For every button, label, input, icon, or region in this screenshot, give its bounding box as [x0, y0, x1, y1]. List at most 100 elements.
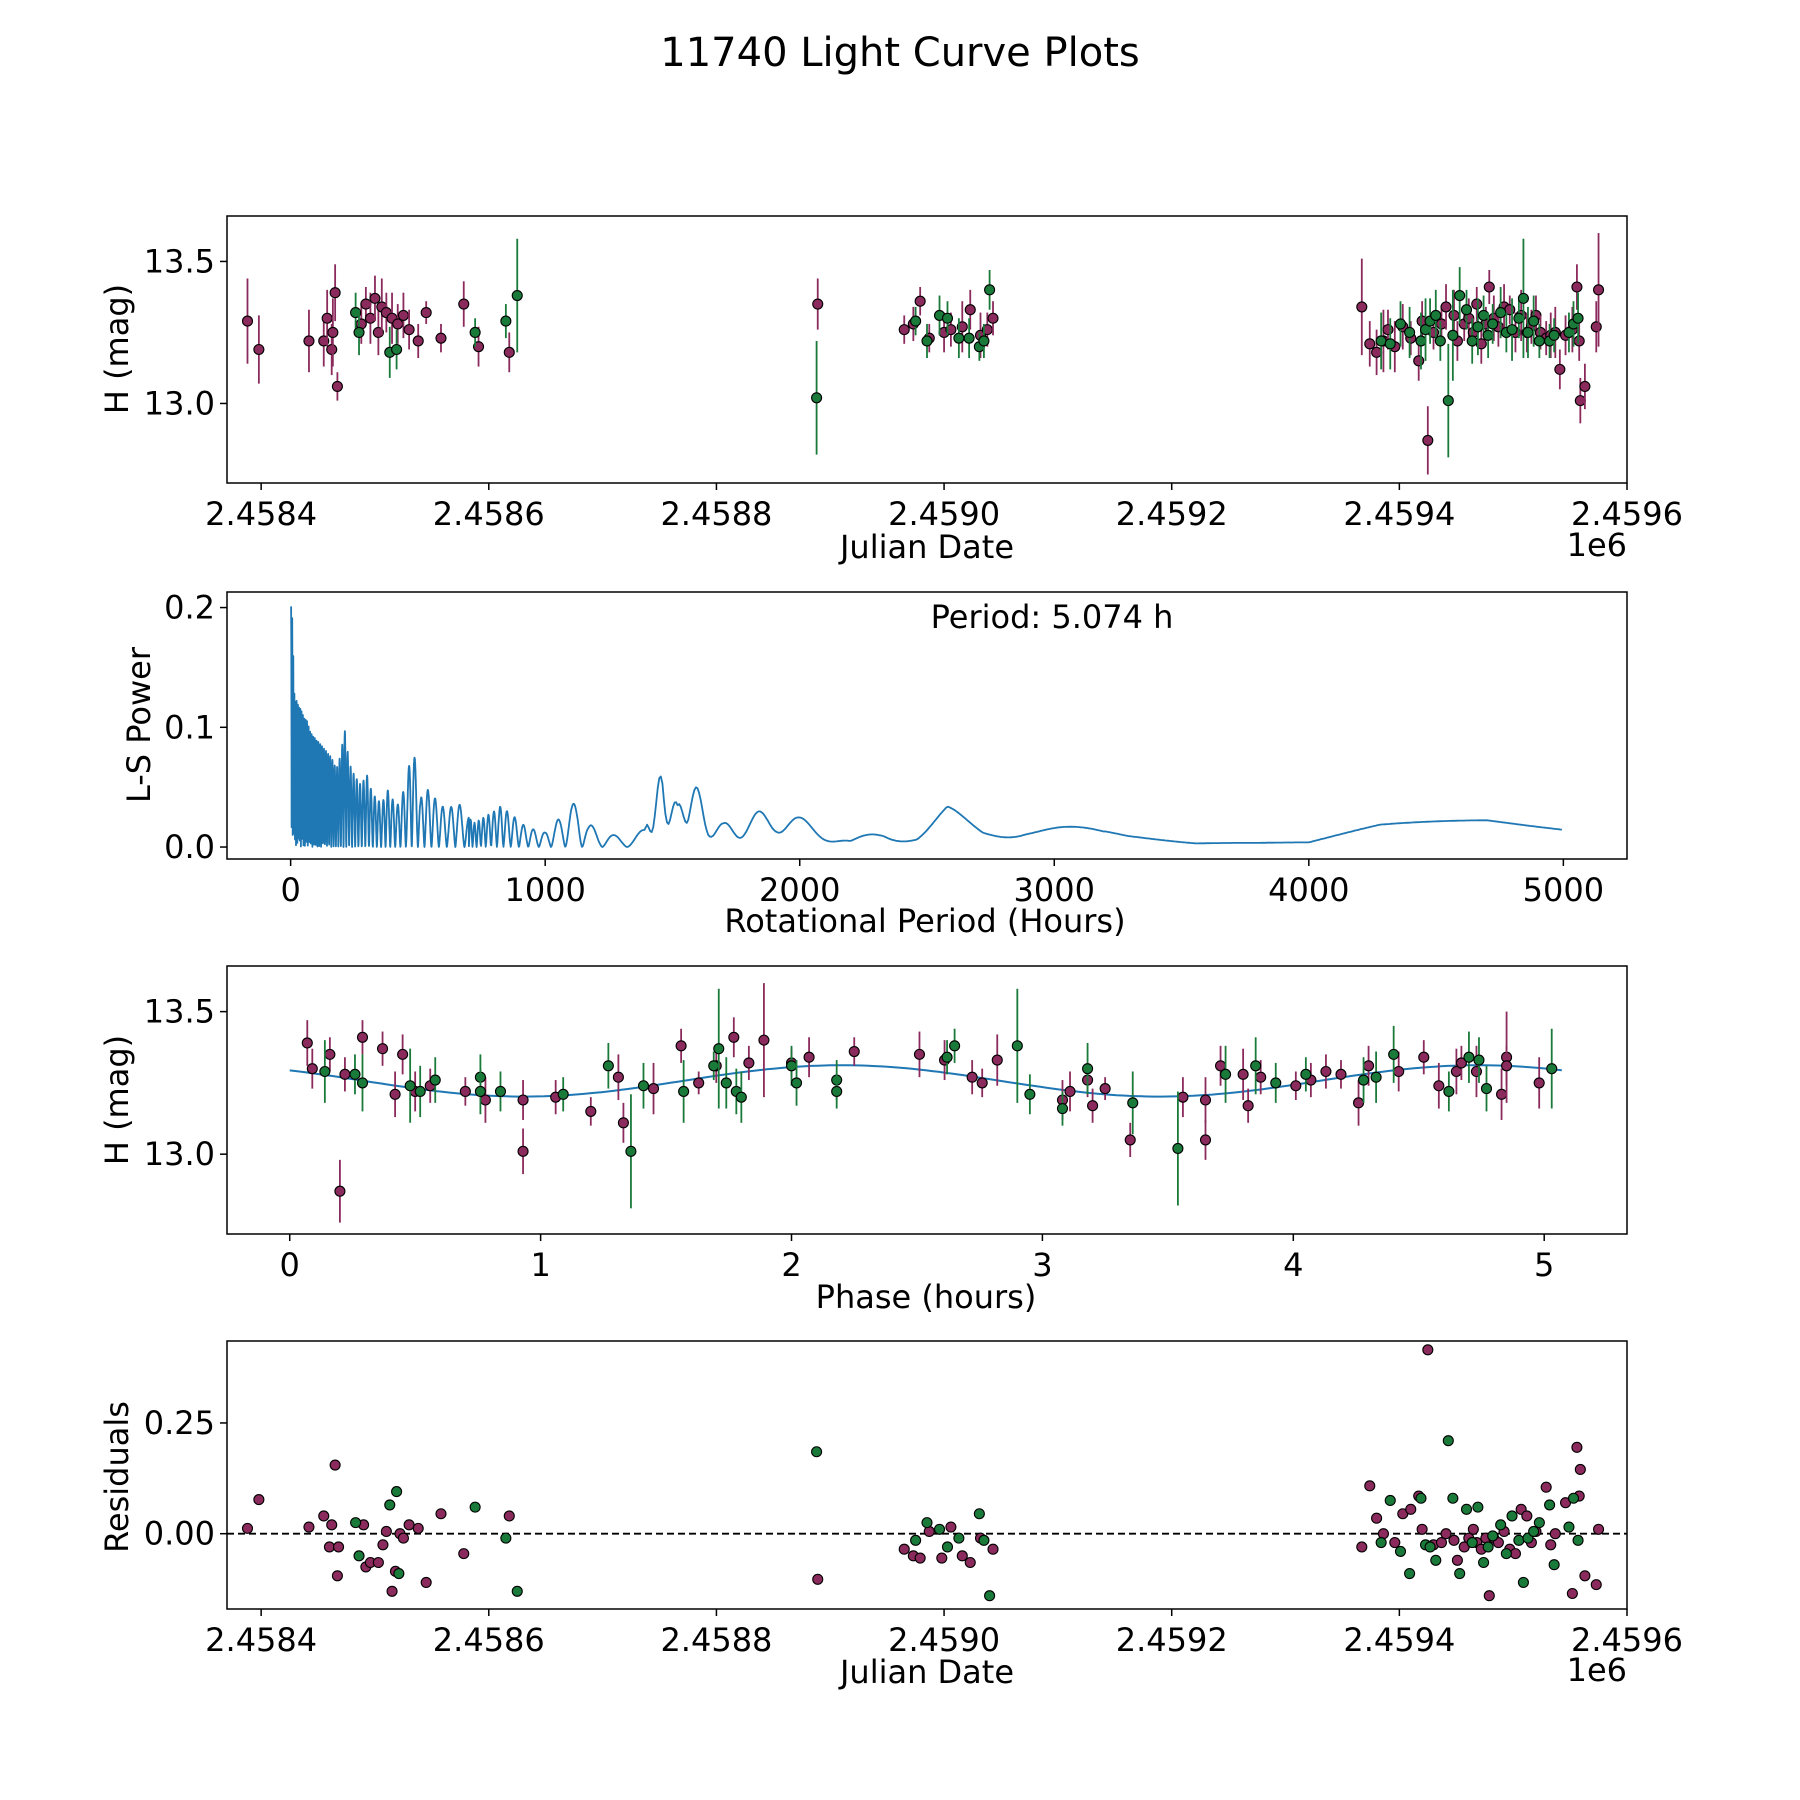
phase-folded-data-point: [356, 1077, 369, 1089]
residuals-data-point: [253, 1494, 265, 1506]
light-curve-data-point: [1483, 281, 1495, 293]
light-curve-data-point: [921, 335, 933, 347]
light-curve-data-point: [1573, 335, 1585, 347]
phase-folded-x-tick-label: 1: [530, 1246, 550, 1284]
residuals-data-point: [1567, 1492, 1580, 1504]
light-curve-marks: [241, 233, 1605, 475]
residuals-data-point: [1375, 1537, 1387, 1549]
periodogram-y-axis-label: L-S Power: [120, 646, 158, 803]
residuals-data-point: [397, 1532, 409, 1544]
light-curve-data-point: [469, 326, 481, 339]
phase-folded-data-point: [1418, 1051, 1430, 1063]
residuals-data-point: [332, 1541, 345, 1553]
light-curve-data-point: [984, 284, 996, 296]
light-curve-data-point: [1471, 298, 1483, 310]
residuals-data-point: [393, 1568, 405, 1580]
phase-folded-data-point: [339, 1068, 351, 1080]
light-curve-data-point: [1533, 335, 1545, 347]
phase-folded-data-point: [1300, 1068, 1312, 1080]
phase-folded-data-point: [1433, 1080, 1445, 1092]
phase-folded-data-point: [831, 1085, 843, 1097]
residuals-x-tick-label: 2.4590: [888, 1621, 1000, 1659]
light-curve-data-point: [403, 324, 415, 336]
phase-folded-data-point: [1546, 1063, 1558, 1075]
residuals-data-point: [984, 1590, 996, 1602]
residuals-marks: [227, 1344, 1627, 1602]
panel-residuals: 2.4584 2.4586 2.4588 2.4590 2.4592 2.4594 2.45…: [98, 1340, 1683, 1691]
phase-folded-data-point: [1270, 1077, 1282, 1089]
residuals-data-point: [1472, 1501, 1484, 1513]
residuals-data-point: [1563, 1521, 1575, 1533]
residuals-data-point: [1404, 1568, 1416, 1580]
light-curve-data-point: [318, 335, 330, 347]
residuals-data-point: [910, 1534, 922, 1546]
light-curve-data-point: [303, 335, 315, 347]
light-curve-data-point: [1448, 309, 1460, 321]
phase-folded-x-tick-label: 0: [280, 1246, 300, 1284]
light-curve-data-point: [945, 324, 957, 336]
residuals-data-point: [420, 1576, 432, 1588]
residuals-data-point: [956, 1550, 968, 1562]
residuals-data-point: [323, 1541, 335, 1553]
residuals-data-point: [391, 1486, 403, 1498]
residuals-x-tick-label: 2.4596: [1571, 1621, 1683, 1659]
residuals-data-point: [1495, 1519, 1507, 1531]
panel-periodogram: 0 1000 2000 3000 4000 5000 0.0 0.1 0.2 Period: 5…: [120, 589, 1628, 940]
light-curve-data-point: [353, 326, 365, 339]
phase-folded-data-point: [728, 1031, 740, 1043]
light-curve-data-point: [472, 341, 485, 353]
light-curve-data-point: [331, 380, 343, 392]
light-curve-data-point: [1472, 321, 1484, 333]
light-curve-data-point: [241, 315, 254, 327]
light-curve-data-point: [1375, 335, 1387, 347]
residuals-data-point: [987, 1543, 999, 1555]
residuals-data-point: [372, 1556, 384, 1569]
residuals-data-point: [921, 1517, 933, 1529]
phase-folded-data-point: [301, 1037, 313, 1049]
light-curve-data-point: [812, 298, 824, 310]
light-curve-data-point: [372, 326, 384, 339]
residuals-data-point: [1364, 1480, 1376, 1492]
phase-folded-data-point: [708, 1060, 720, 1072]
residuals-data-point: [1467, 1523, 1479, 1535]
residuals-data-point: [1430, 1554, 1442, 1566]
light-curve-axes-frame: [226, 215, 1628, 484]
phase-folded-data-point: [517, 1145, 529, 1157]
residuals-data-point: [1500, 1548, 1512, 1560]
light-curve-data-point: [1382, 324, 1394, 336]
light-curve-data-point: [898, 324, 910, 336]
residuals-data-point: [933, 1523, 946, 1535]
light-curve-data-point: [503, 346, 515, 358]
phase-folded-data-point: [585, 1105, 597, 1117]
phase-folded-data-point: [1220, 1068, 1232, 1080]
phase-folded-data-point: [1242, 1100, 1254, 1112]
phase-folded-data-point: [1388, 1048, 1400, 1060]
phase-folded-data-point: [1473, 1054, 1485, 1066]
residuals-data-point: [318, 1510, 330, 1522]
light-curve-data-point: [391, 343, 403, 356]
phase-folded-data-point: [1024, 1088, 1036, 1100]
phase-folded-data-point: [1363, 1060, 1375, 1072]
periodogram-ticks: 0 1000 2000 3000 4000 5000 0.0 0.1 0.2: [164, 589, 1604, 909]
light-curve-data-point: [1454, 289, 1466, 302]
phase-folded-x-tick-label: 5: [1534, 1246, 1554, 1284]
phase-folded-data-point: [429, 1074, 441, 1086]
phase-folded-data-point: [991, 1054, 1003, 1066]
light-curve-y-tick-label: 13.0: [144, 384, 215, 422]
light-curve-data-point: [1460, 304, 1473, 316]
light-curve-data-point: [987, 312, 999, 324]
phase-folded-data-point: [1533, 1077, 1545, 1089]
residuals-data-point: [1571, 1441, 1583, 1453]
light-curve-data-point: [1579, 380, 1591, 392]
light-curve-data-point: [1422, 434, 1434, 446]
residuals-data-point: [1572, 1534, 1584, 1546]
light-curve-data-point: [253, 343, 265, 356]
light-curve-data-point: [1574, 395, 1586, 407]
residuals-x-tick-label: 2.4592: [1116, 1621, 1228, 1659]
periodogram-x-tick-label: 3000: [1014, 871, 1095, 909]
phase-folded-data-point: [720, 1077, 732, 1089]
light-curve-x-tick-label: 2.4588: [660, 495, 772, 533]
light-curve-data-point: [1440, 301, 1452, 313]
light-curve-data-point: [511, 289, 523, 302]
residuals-data-point: [1545, 1539, 1557, 1551]
